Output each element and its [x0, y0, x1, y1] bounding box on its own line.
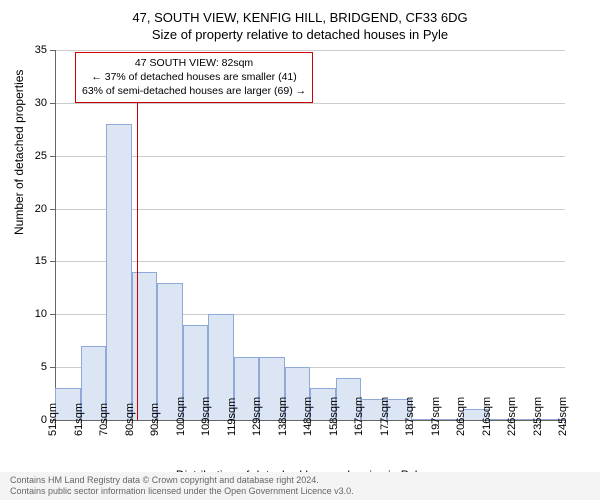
- footer-line-2: Contains public sector information licen…: [10, 486, 354, 497]
- title-block: 47, SOUTH VIEW, KENFIG HILL, BRIDGEND, C…: [0, 0, 600, 42]
- grid-line: [55, 261, 565, 262]
- grid-line: [55, 103, 565, 104]
- y-tick-label: 35: [17, 44, 47, 56]
- page-subtitle: Size of property relative to detached ho…: [0, 27, 600, 42]
- annotation-line: 63% of semi-detached houses are larger (…: [82, 84, 306, 98]
- y-tick-label: 20: [17, 203, 47, 215]
- annotation-box: 47 SOUTH VIEW: 82sqm← 37% of detached ho…: [75, 52, 313, 103]
- plot-region: 0510152025303551sqm61sqm70sqm80sqm90sqm1…: [55, 50, 565, 420]
- y-axis: [55, 50, 56, 420]
- grid-line: [55, 50, 565, 51]
- footer-line-1: Contains HM Land Registry data © Crown c…: [10, 475, 354, 486]
- y-tick-label: 25: [17, 150, 47, 162]
- annotation-line: ← 37% of detached houses are smaller (41…: [82, 70, 306, 84]
- histogram-bar: [106, 124, 132, 420]
- y-tick-label: 5: [17, 361, 47, 373]
- page-title: 47, SOUTH VIEW, KENFIG HILL, BRIDGEND, C…: [0, 10, 600, 25]
- y-tick-label: 10: [17, 308, 47, 320]
- annotation-line: 47 SOUTH VIEW: 82sqm: [82, 56, 306, 70]
- y-tick-label: 30: [17, 97, 47, 109]
- grid-line: [55, 156, 565, 157]
- y-tick-label: 0: [17, 414, 47, 426]
- footer-text: Contains HM Land Registry data © Crown c…: [10, 475, 354, 498]
- y-tick-label: 15: [17, 255, 47, 267]
- grid-line: [55, 209, 565, 210]
- marker-line: [137, 92, 138, 420]
- chart-area: 0510152025303551sqm61sqm70sqm80sqm90sqm1…: [55, 50, 565, 420]
- histogram-bar: [132, 272, 158, 420]
